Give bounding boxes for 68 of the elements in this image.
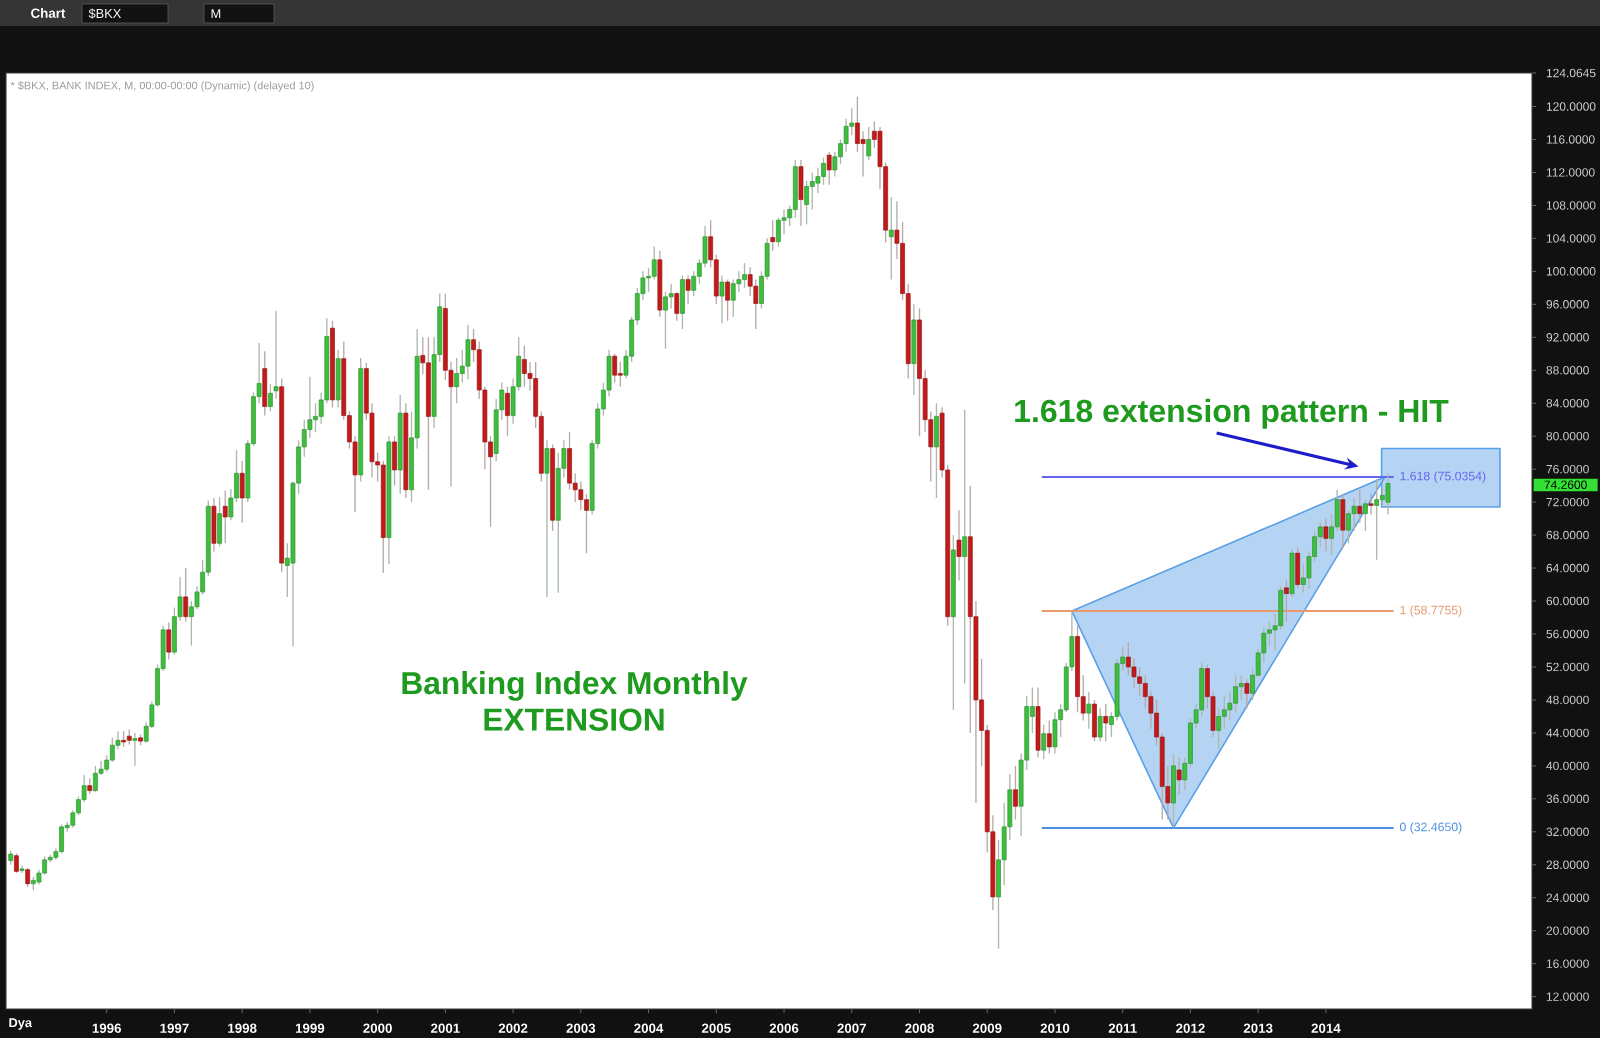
- candlestick: [1092, 699, 1097, 742]
- candlestick: [725, 278, 730, 322]
- candlestick: [465, 324, 471, 380]
- candlestick: [454, 357, 460, 404]
- candlestick: [14, 852, 19, 874]
- candlestick: [770, 219, 776, 252]
- candlestick: [674, 291, 680, 322]
- candlestick: [1244, 678, 1250, 709]
- annotation: 1.618 extension pattern - HIT: [1015, 398, 1449, 429]
- candlestick: [217, 496, 222, 548]
- candlestick: [804, 180, 809, 226]
- candlestick: [956, 509, 962, 582]
- candlestick: [730, 278, 736, 318]
- candlestick: [166, 621, 172, 661]
- candlestick: [1340, 493, 1346, 549]
- candlestick: [1041, 723, 1047, 760]
- candlestick: [222, 489, 228, 544]
- candlestick: [798, 159, 804, 227]
- candlestick: [59, 823, 64, 854]
- candlestick: [132, 732, 138, 767]
- candlestick: [821, 156, 826, 186]
- candlestick: [522, 344, 527, 388]
- candlestick: [1013, 765, 1018, 821]
- candlestick: [392, 435, 397, 487]
- candlestick: [860, 130, 866, 178]
- candlestick: [1097, 707, 1103, 742]
- candlestick: [934, 402, 939, 499]
- candlestick: [1363, 499, 1368, 532]
- candlestick: [742, 262, 747, 289]
- candlestick: [1052, 711, 1058, 755]
- candlestick: [335, 348, 341, 408]
- candlestick: [1357, 489, 1363, 524]
- candlestick: [1385, 472, 1391, 516]
- candlestick: [911, 303, 917, 396]
- candlestick: [211, 497, 217, 553]
- annotation: Banking Index Monthly EXTENSION: [402, 671, 748, 731]
- candlestick: [685, 274, 691, 305]
- candlestick: [792, 159, 798, 219]
- candlestick: [505, 386, 510, 437]
- candlestick: [1289, 548, 1295, 598]
- candlestick: [1171, 752, 1176, 829]
- candlestick: [239, 460, 245, 524]
- candlestick: [262, 350, 268, 417]
- candlestick: [888, 196, 894, 281]
- candlestick: [1374, 478, 1380, 561]
- candlestick: [1284, 579, 1289, 623]
- candlestick: [544, 439, 550, 598]
- candlestick: [1103, 703, 1109, 742]
- candlestick: [1323, 517, 1329, 553]
- candlestick: [25, 867, 31, 888]
- candlestick: [612, 353, 618, 384]
- candlestick: [962, 409, 968, 685]
- candlestick: [1176, 756, 1182, 796]
- candlestick: [1035, 686, 1041, 759]
- candlestick: [617, 361, 623, 388]
- candlestick: [183, 567, 189, 623]
- candlestick: [776, 217, 781, 248]
- candlestick: [1233, 674, 1238, 713]
- candlestick: [866, 126, 872, 161]
- candlestick: [1295, 546, 1301, 590]
- candlestick: [1086, 691, 1092, 730]
- candlestick: [1046, 719, 1052, 755]
- candlestick: [826, 151, 832, 186]
- candlestick: [1368, 493, 1374, 516]
- candlestick: [680, 274, 685, 330]
- candlestick: [663, 291, 668, 350]
- candlestick: [719, 274, 725, 324]
- candlestick: [93, 765, 98, 793]
